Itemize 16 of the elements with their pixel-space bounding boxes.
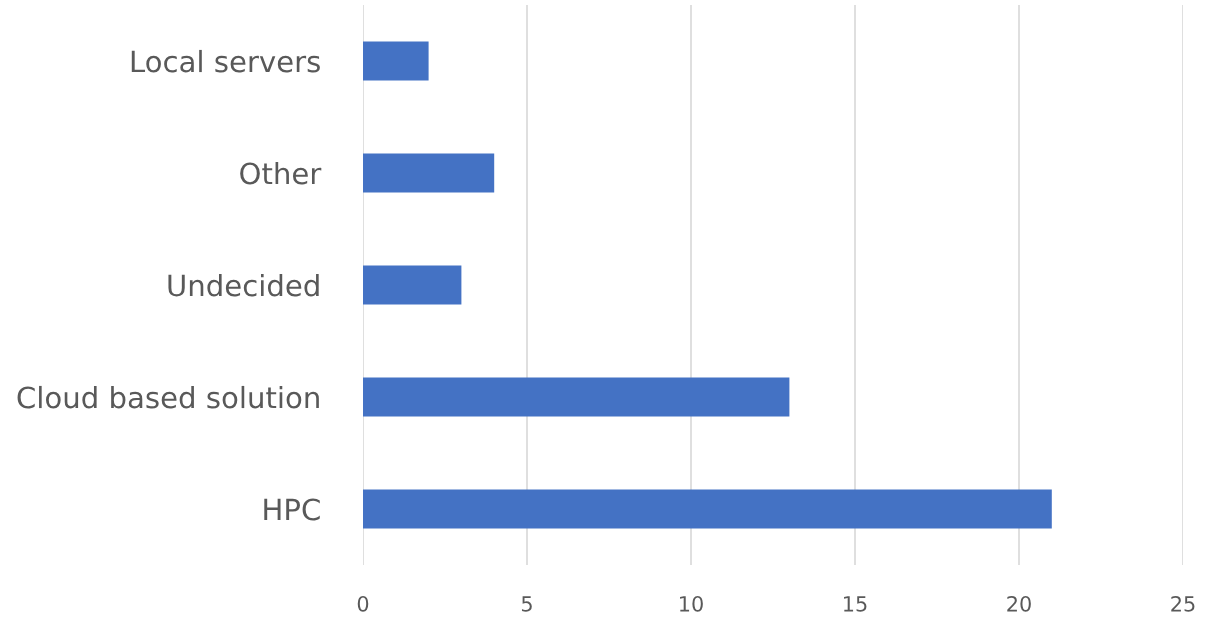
x-tick-label: 15 [844,596,867,612]
y-tick-label: Cloud based solution [17,385,319,409]
x-tick-label: 5 [521,596,532,612]
x-tick-label: 25 [1171,595,1195,612]
y-tick-label: Other [240,161,322,185]
bar [363,377,790,417]
bar [363,265,462,305]
bar [363,153,495,193]
x-tick-label: 20 [1007,595,1031,612]
x-tick-label: 0 [357,595,369,612]
y-tick-label: HPC [264,498,320,521]
y-tick-label: Local servers [131,49,320,73]
y-tick-label: Undecided [168,273,319,297]
bar [363,41,429,81]
x-tick-label: 10 [680,595,703,612]
bar [363,489,1052,529]
